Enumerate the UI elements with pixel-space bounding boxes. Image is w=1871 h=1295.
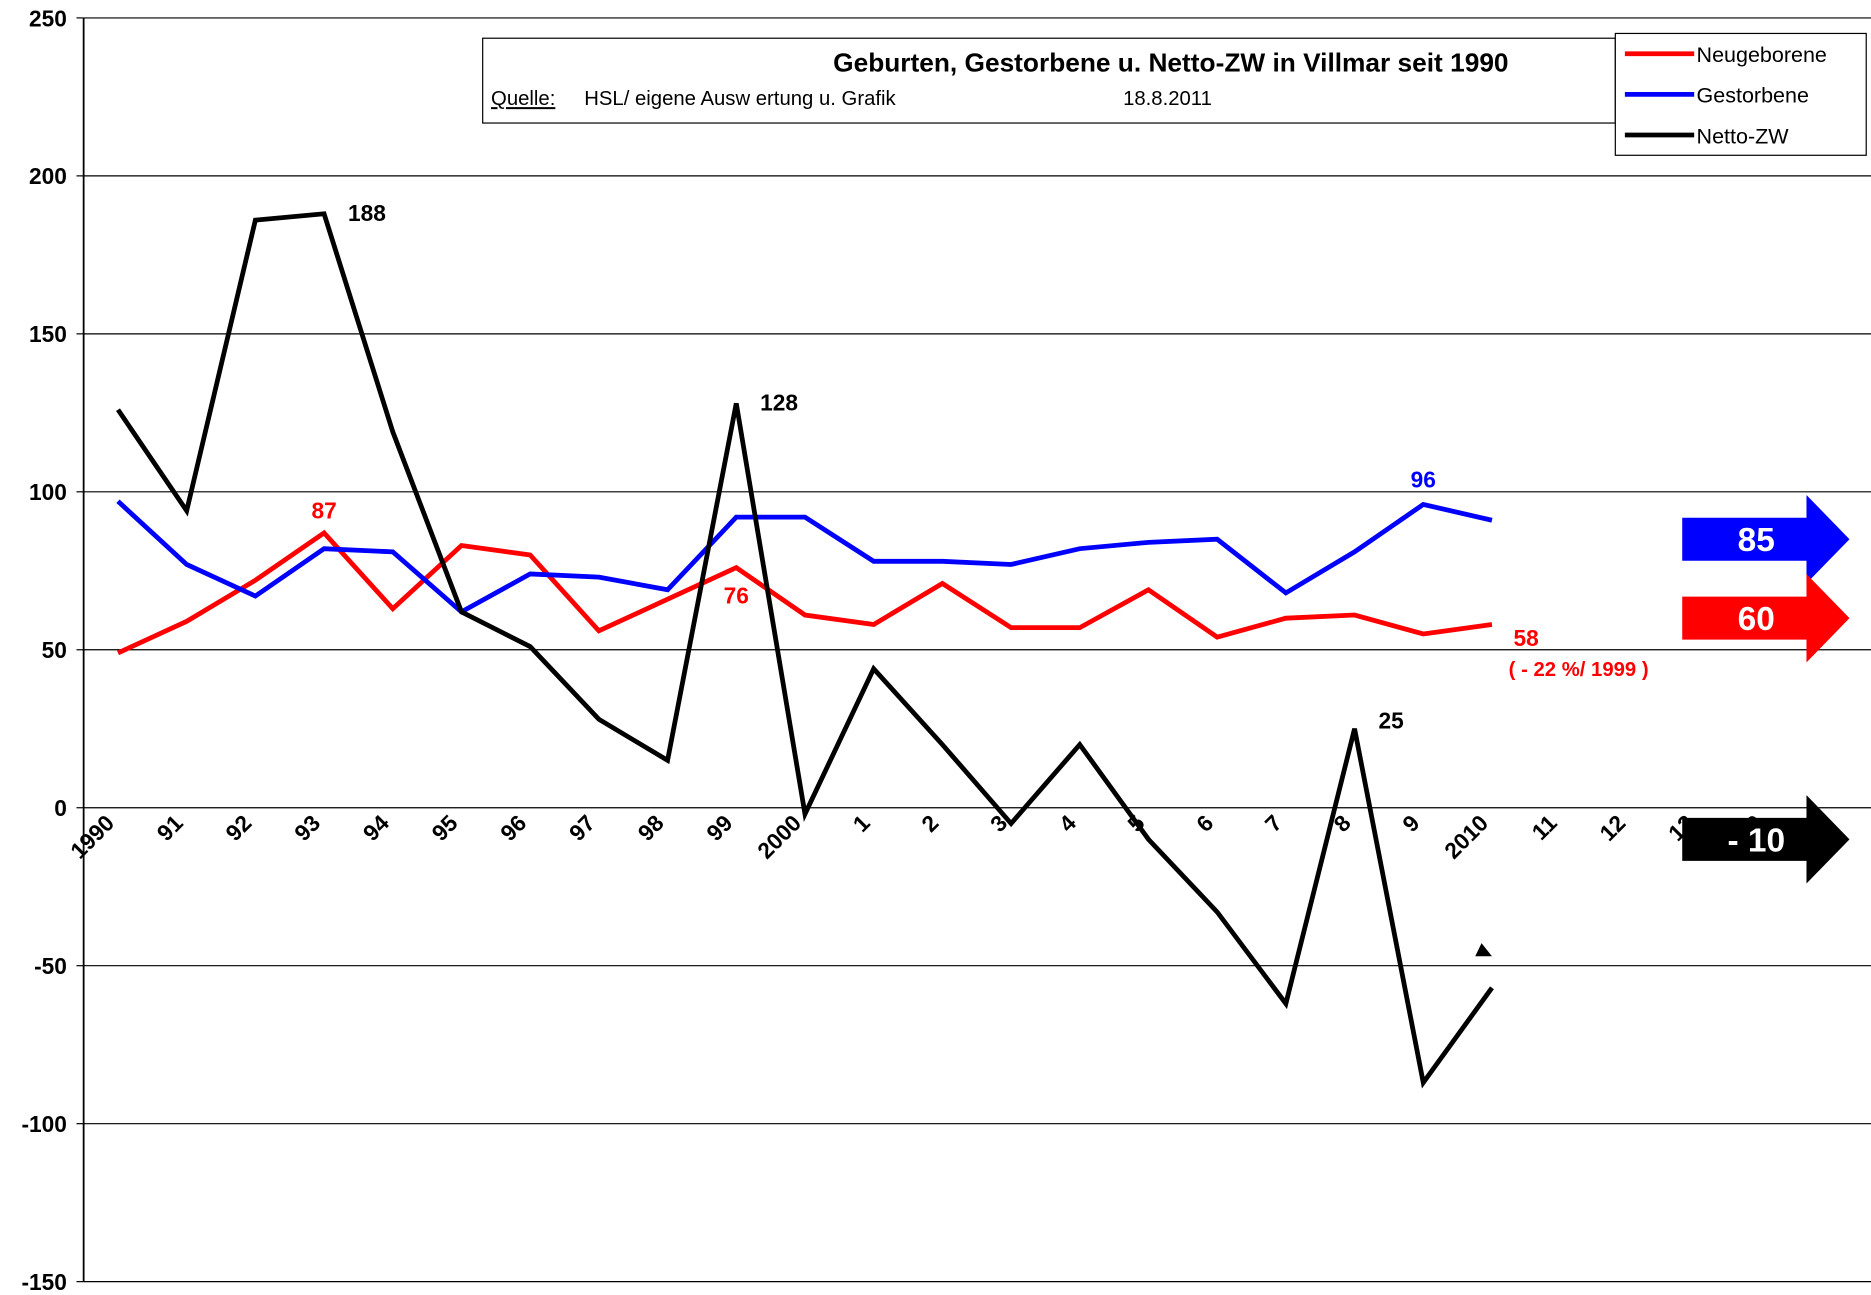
y-tick-label: 150	[29, 321, 67, 347]
data-label: 188	[348, 200, 386, 226]
x-tick-label: 99	[701, 810, 737, 846]
series-line	[116, 211, 1494, 1089]
legend-label: Gestorbene	[1697, 84, 1809, 108]
data-label: 128	[760, 390, 798, 416]
y-tick-label: 250	[29, 5, 67, 31]
x-tick-label: 9	[1397, 810, 1424, 837]
trend-arrowhead	[1475, 943, 1492, 957]
y-tick-label: 200	[29, 163, 67, 189]
note: ( - 22 %/ 1999 )	[1509, 659, 1649, 681]
data-label: 87	[311, 498, 336, 524]
y-tick-label: -100	[21, 1111, 66, 1137]
y-tick-label: -150	[21, 1269, 66, 1290]
source: HSL/ eigene Ausw ertung u. Grafik	[584, 88, 896, 110]
x-tick-label: 2000	[752, 810, 806, 864]
x-tick-label: 6	[1191, 810, 1218, 837]
x-tick-label: 97	[564, 810, 600, 846]
y-tick-label: 0	[54, 795, 67, 821]
date: 18.8.2011	[1123, 88, 1212, 110]
y-tick-label: 50	[42, 637, 67, 663]
x-tick-label: 92	[220, 810, 256, 846]
x-tick-label: 1	[848, 810, 875, 837]
y-tick-label: 100	[29, 479, 67, 505]
x-tick-label: 94	[358, 809, 395, 845]
forecast-arrow	[1682, 573, 1850, 663]
x-tick-label: 96	[495, 810, 531, 846]
forecast-arrow	[1682, 495, 1850, 584]
x-tick-label: 2010	[1439, 810, 1493, 864]
series-line	[116, 529, 1493, 656]
x-tick-label: 2	[916, 810, 943, 837]
data-label: 76	[724, 582, 749, 608]
x-tick-label: 1990	[65, 810, 119, 864]
legend-label: Neugeborene	[1697, 43, 1827, 67]
x-tick-label: 95	[426, 810, 462, 846]
x-tick-label: 91	[152, 810, 188, 846]
data-label: 58	[1513, 625, 1538, 651]
forecast-arrow	[1682, 795, 1850, 884]
x-tick-label: 7	[1260, 810, 1287, 837]
x-tick-label: 93	[289, 810, 325, 846]
data-label: 96	[1411, 467, 1436, 493]
x-tick-label: 4	[1054, 809, 1082, 837]
forecast-label: 60	[1738, 601, 1775, 638]
x-tick-label: 98	[632, 810, 668, 846]
series-line	[116, 499, 1493, 615]
forecast-label: - 10	[1727, 822, 1785, 859]
chart-title: Geburten, Gestorbene u. Netto-ZW in Vill…	[833, 48, 1508, 78]
forecast-label: 85	[1738, 522, 1775, 559]
y-tick-label: -50	[34, 953, 67, 979]
x-tick-label: 11	[1526, 810, 1561, 845]
data-label: 25	[1378, 708, 1403, 734]
legend-label: Netto-ZW	[1697, 124, 1790, 148]
x-tick-label: 12	[1594, 810, 1630, 846]
source-label: Quelle:	[491, 88, 555, 110]
